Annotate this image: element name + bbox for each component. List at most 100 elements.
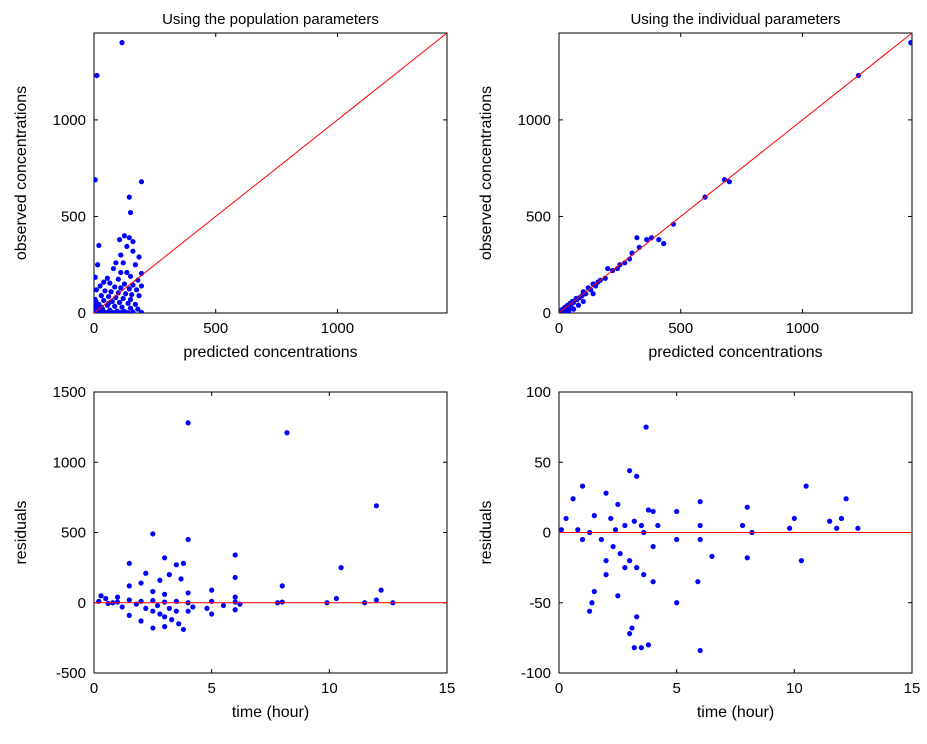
data-point xyxy=(591,513,597,519)
data-point xyxy=(124,269,130,276)
data-point xyxy=(113,260,119,266)
data-point xyxy=(579,536,586,543)
data-point xyxy=(95,262,101,268)
data-point xyxy=(232,552,238,558)
data-point xyxy=(162,555,168,561)
data-point xyxy=(834,525,840,531)
y-tick-label: 50 xyxy=(534,454,551,471)
data-point xyxy=(338,565,344,571)
panel-population-fit: 0 500 1000 0 500 1000 Using the population par… xyxy=(13,11,448,361)
data-point xyxy=(130,309,136,313)
y-tick-label: 500 xyxy=(61,208,86,225)
y-tick-label: 0 xyxy=(78,305,86,322)
data-point xyxy=(185,608,191,614)
y-tick-label: 1000 xyxy=(53,112,86,129)
x-tick-label: 0 xyxy=(90,680,98,697)
data-point xyxy=(134,287,140,293)
data-point xyxy=(110,265,117,272)
data-point xyxy=(162,624,168,630)
data-point xyxy=(143,605,149,611)
data-point xyxy=(105,600,111,607)
data-point xyxy=(634,614,640,620)
data-point xyxy=(150,625,156,631)
data-point xyxy=(136,254,142,260)
plot-area xyxy=(93,391,448,674)
data-point xyxy=(138,580,144,586)
data-point xyxy=(150,588,156,595)
x-tick-label: 1000 xyxy=(321,320,354,337)
data-point xyxy=(118,285,124,291)
data-point xyxy=(838,515,845,522)
data-point xyxy=(622,522,628,529)
data-point xyxy=(127,296,134,303)
chart-title: Using the individual parameters xyxy=(630,11,840,28)
data-point xyxy=(644,237,650,243)
data-point xyxy=(127,209,134,216)
data-point xyxy=(132,301,138,307)
data-point xyxy=(603,572,609,578)
data-point xyxy=(124,243,130,249)
data-point xyxy=(617,550,623,557)
data-point xyxy=(119,40,125,46)
data-point xyxy=(135,306,141,312)
data-point xyxy=(744,504,750,510)
data-point xyxy=(631,645,637,651)
data-point xyxy=(570,496,576,502)
data-point xyxy=(697,647,703,654)
data-point xyxy=(655,522,661,529)
y-axis-label: residuals xyxy=(478,500,495,564)
data-point xyxy=(162,591,168,597)
data-point xyxy=(130,248,136,254)
data-point xyxy=(185,420,191,426)
data-point xyxy=(605,265,611,272)
data-point xyxy=(138,283,145,289)
data-point xyxy=(586,608,593,614)
data-point xyxy=(373,503,379,509)
x-tick-label: 5 xyxy=(207,680,215,697)
data-point xyxy=(116,299,123,305)
data-point xyxy=(674,536,680,543)
data-point xyxy=(180,626,187,633)
data-point xyxy=(120,260,126,266)
data-point xyxy=(232,599,238,605)
data-point xyxy=(94,274,98,280)
data-point xyxy=(103,595,109,602)
data-point xyxy=(610,543,616,550)
data-point xyxy=(138,618,144,624)
x-tick-label: 10 xyxy=(786,680,803,697)
data-point xyxy=(173,608,179,614)
data-point xyxy=(118,269,124,276)
x-tick-label: 500 xyxy=(668,320,693,337)
data-point xyxy=(709,553,715,559)
data-point xyxy=(94,72,100,79)
scatter-points xyxy=(559,424,861,654)
data-point xyxy=(169,617,175,623)
y-tick-label: -50 xyxy=(529,595,551,612)
data-point xyxy=(650,543,656,550)
y-tick-label: 1000 xyxy=(518,112,551,129)
data-point xyxy=(104,275,110,281)
data-point xyxy=(695,579,701,585)
data-point xyxy=(744,555,750,561)
data-point xyxy=(220,602,227,609)
data-point xyxy=(739,522,746,529)
data-point xyxy=(674,600,680,606)
data-point xyxy=(589,600,595,606)
x-tick-label: 1000 xyxy=(786,320,819,337)
data-point xyxy=(674,508,680,515)
data-point xyxy=(615,593,621,599)
data-point xyxy=(615,501,621,507)
y-tick-label: -500 xyxy=(56,665,86,682)
data-point xyxy=(631,518,637,524)
data-point xyxy=(204,605,210,611)
data-point xyxy=(162,614,168,620)
identity-line xyxy=(94,33,447,313)
data-point xyxy=(130,238,136,245)
data-point xyxy=(143,570,149,576)
data-point xyxy=(697,522,703,529)
data-point xyxy=(126,286,132,292)
data-point xyxy=(643,424,649,430)
data-point xyxy=(787,525,793,531)
identity-line xyxy=(559,33,912,313)
data-point xyxy=(575,302,582,308)
